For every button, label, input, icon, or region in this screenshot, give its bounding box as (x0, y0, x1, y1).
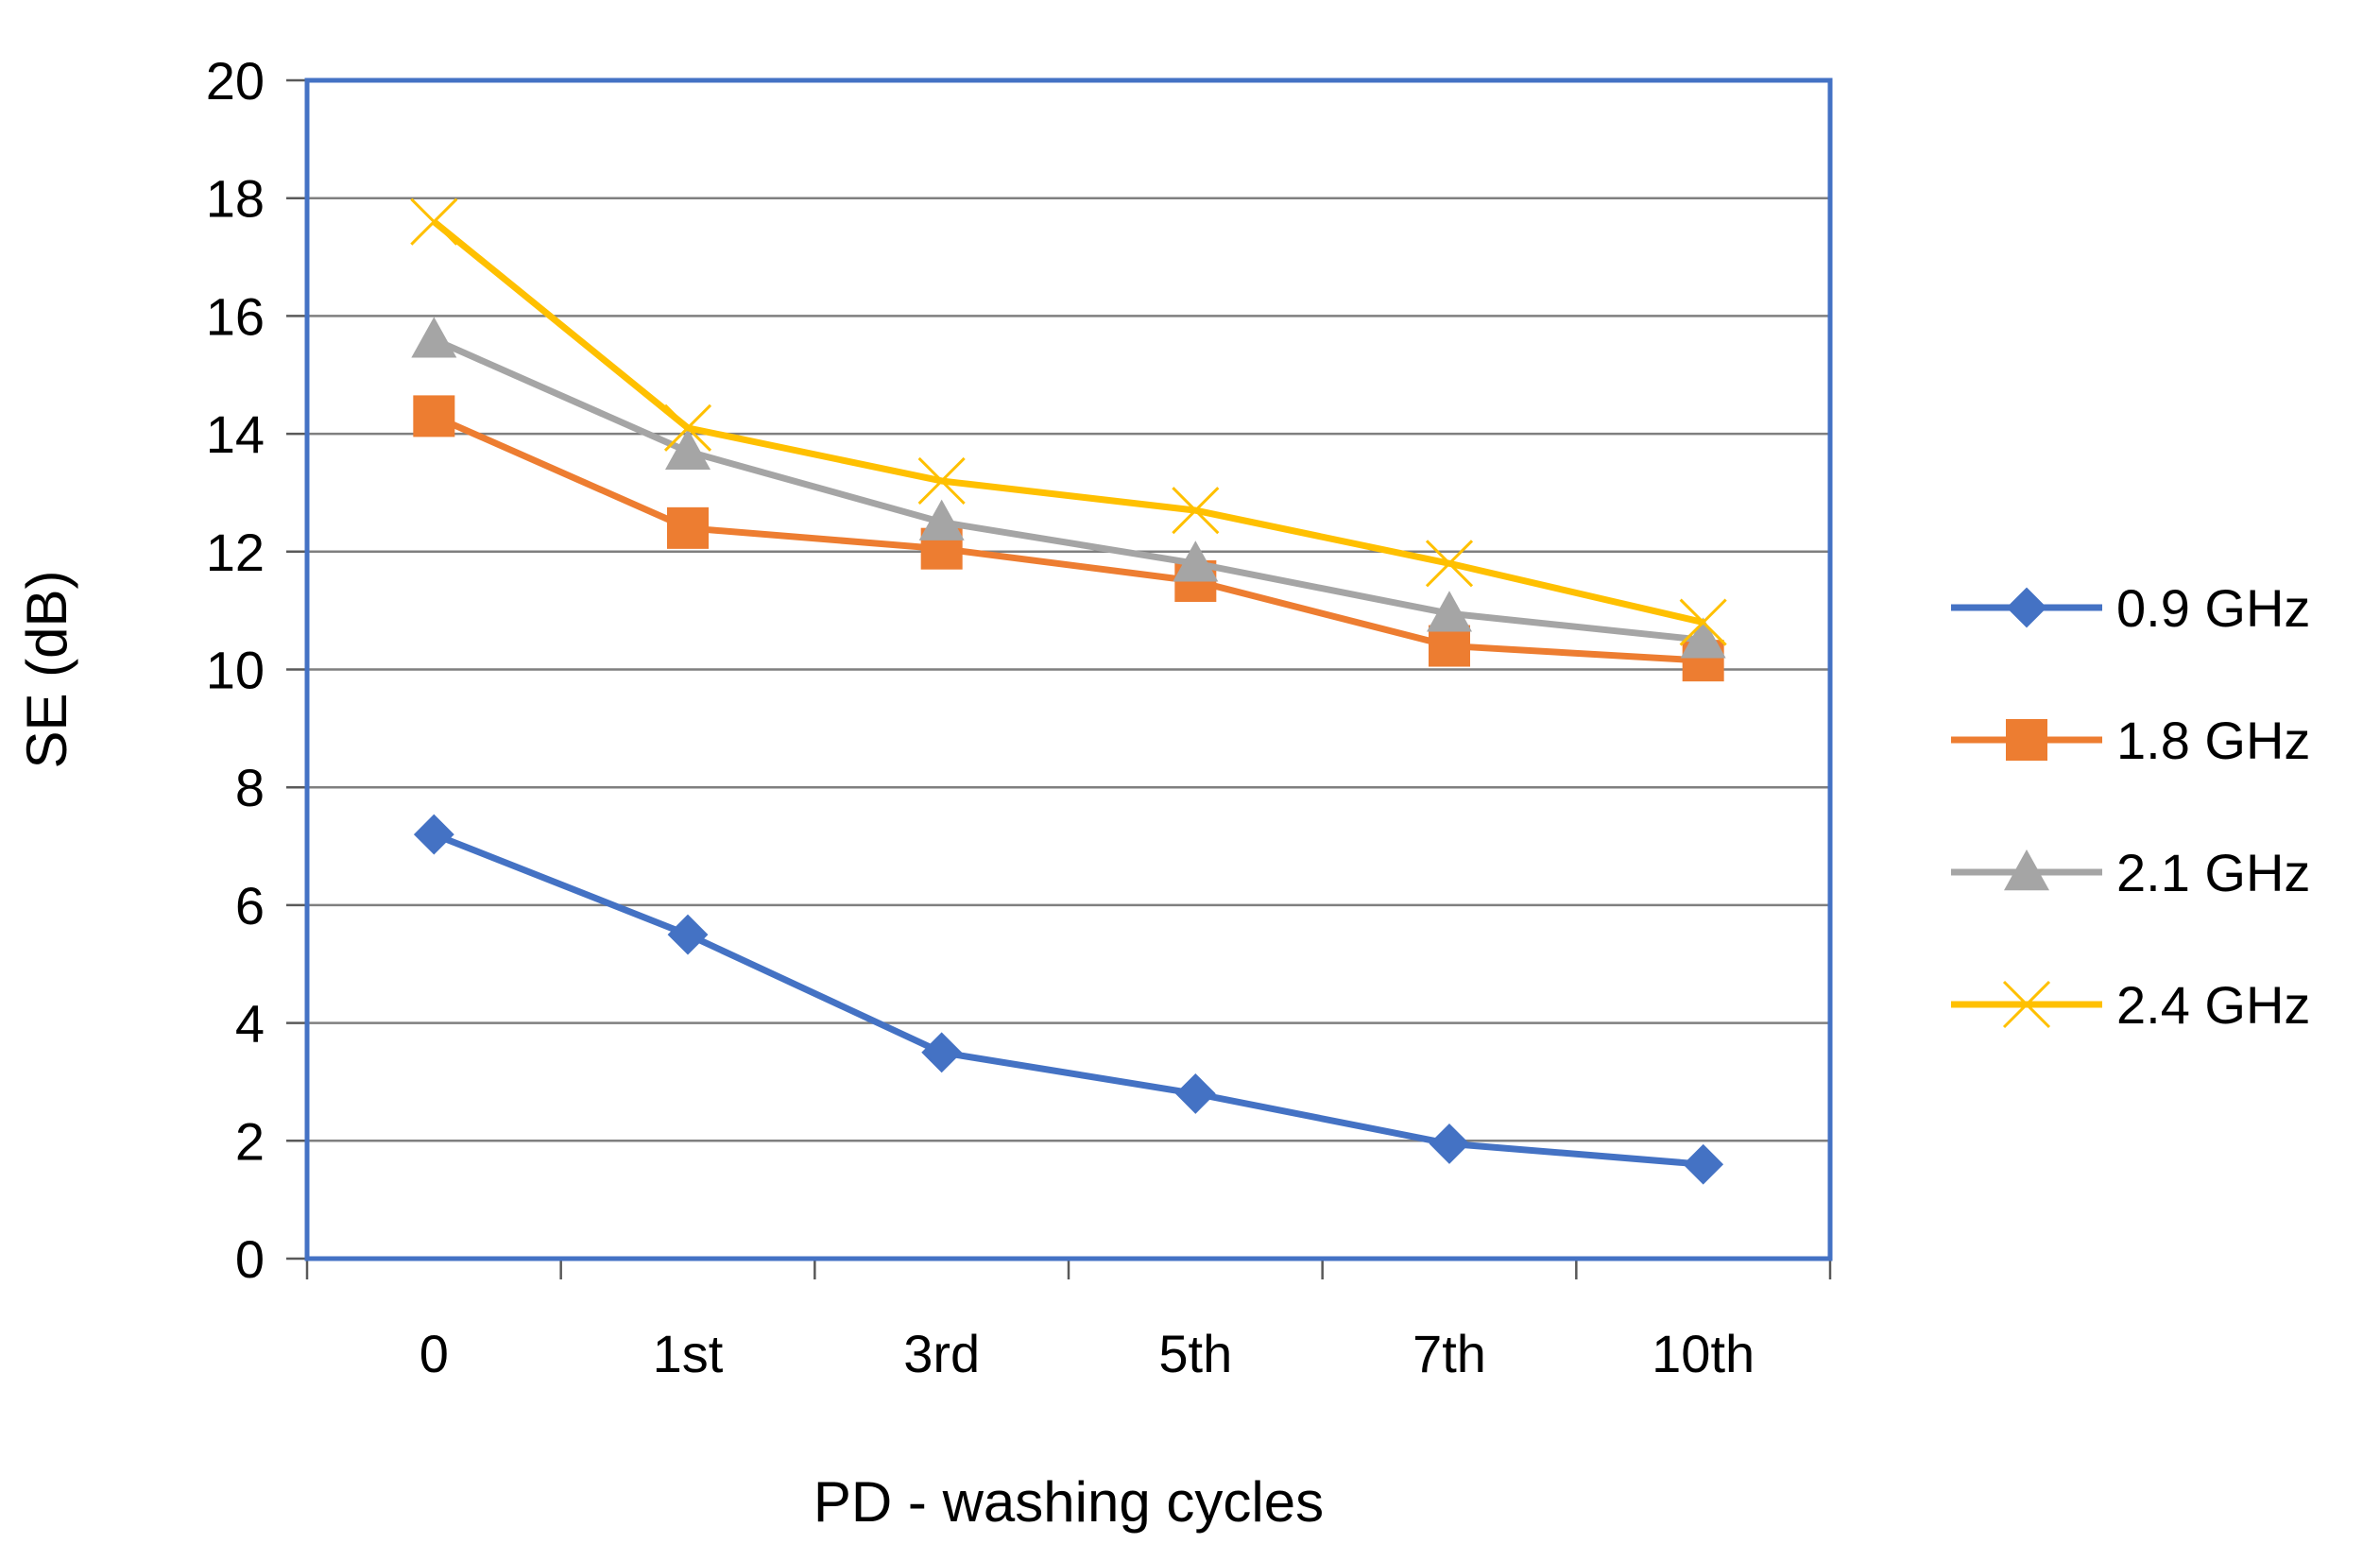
series-2-4-ghz (410, 197, 1727, 646)
legend-item: 2.4 GHz (1951, 975, 2310, 1035)
data-point (1174, 1073, 1216, 1114)
series-line (432, 218, 1704, 626)
x-tick-label: 10th (1652, 1324, 1755, 1383)
legend-marker (2006, 719, 2047, 761)
marker-stroke (1172, 487, 1220, 535)
marker-stroke (917, 456, 966, 506)
legend-item: 2.1 GHz (1951, 843, 2310, 902)
legend-label: 1.8 GHz (2116, 711, 2310, 770)
marker-stroke (2002, 980, 2051, 1029)
legend-marker (2004, 849, 2049, 891)
data-point (918, 499, 965, 540)
series-line (432, 413, 1704, 664)
data-point (1427, 591, 1472, 632)
data-point (1680, 617, 1726, 659)
data-point (410, 197, 458, 246)
marker-stroke (663, 403, 712, 452)
legend-item: 1.8 GHz (1951, 711, 2310, 770)
x-tick-label: 7th (1413, 1324, 1486, 1383)
data-point (411, 317, 457, 358)
y-tick-label: 12 (206, 523, 265, 582)
series-2-1-ghz (411, 317, 1726, 659)
data-point (663, 403, 712, 452)
data-point (1172, 487, 1220, 535)
data-point (413, 395, 455, 437)
series-line (432, 336, 1704, 643)
legend-marker (2002, 980, 2051, 1029)
x-tick-label: 0 (419, 1324, 449, 1383)
y-tick-label: 18 (206, 169, 265, 229)
y-tick-label: 16 (206, 286, 265, 346)
y-tick-label: 6 (235, 876, 265, 935)
data-point (667, 506, 709, 549)
x-tick-label: 3rd (903, 1324, 980, 1383)
series-line (433, 831, 1704, 1168)
legend-item: 0.9 GHz (1951, 578, 2310, 638)
y-tick-label: 0 (235, 1229, 265, 1289)
legend-label: 2.4 GHz (2116, 975, 2310, 1035)
data-point (1425, 540, 1474, 588)
series-group (410, 197, 1727, 1185)
data-point (921, 1032, 963, 1073)
x-axis-title: PD - washing cycles (813, 1470, 1324, 1534)
y-tick-label: 2 (235, 1111, 265, 1171)
legend-marker (2006, 587, 2047, 628)
data-point (665, 428, 711, 471)
y-tick-label: 10 (206, 641, 265, 700)
marker-stroke (1425, 540, 1474, 588)
x-tick-label: 1st (653, 1324, 724, 1383)
legend: 0.9 GHz 1.8 GHz 2.1 GHz 2.4 GHz (1951, 578, 2310, 1035)
legend-label: 2.1 GHz (2116, 843, 2310, 902)
marker-stroke (410, 197, 458, 246)
data-point (413, 814, 454, 855)
legend-label: 0.9 GHz (2116, 578, 2310, 638)
x-tick-label: 5th (1158, 1324, 1232, 1383)
data-point (1679, 598, 1727, 646)
data-point (667, 914, 709, 955)
y-tick-label: 4 (235, 994, 265, 1054)
y-axis-title: SE (dB) (15, 570, 78, 768)
y-tick-label: 8 (235, 758, 265, 817)
data-point (1429, 1124, 1470, 1164)
data-point (1429, 625, 1470, 667)
axes: 0 2 4 6 8 10 12 14 16 18 20 0 1st 3rd 5th 7th 10th (206, 51, 1832, 1383)
gridlines (307, 197, 1830, 1142)
series-0-9-ghz (413, 814, 1724, 1185)
y-tick-label: 20 (206, 51, 265, 111)
data-point (917, 456, 966, 506)
series-1-8-ghz (413, 395, 1724, 682)
data-point (1173, 540, 1219, 582)
marker-stroke (1679, 598, 1727, 646)
plot-area-border (304, 77, 1833, 1261)
y-tick-label: 14 (206, 404, 265, 464)
data-point (1683, 1143, 1724, 1185)
